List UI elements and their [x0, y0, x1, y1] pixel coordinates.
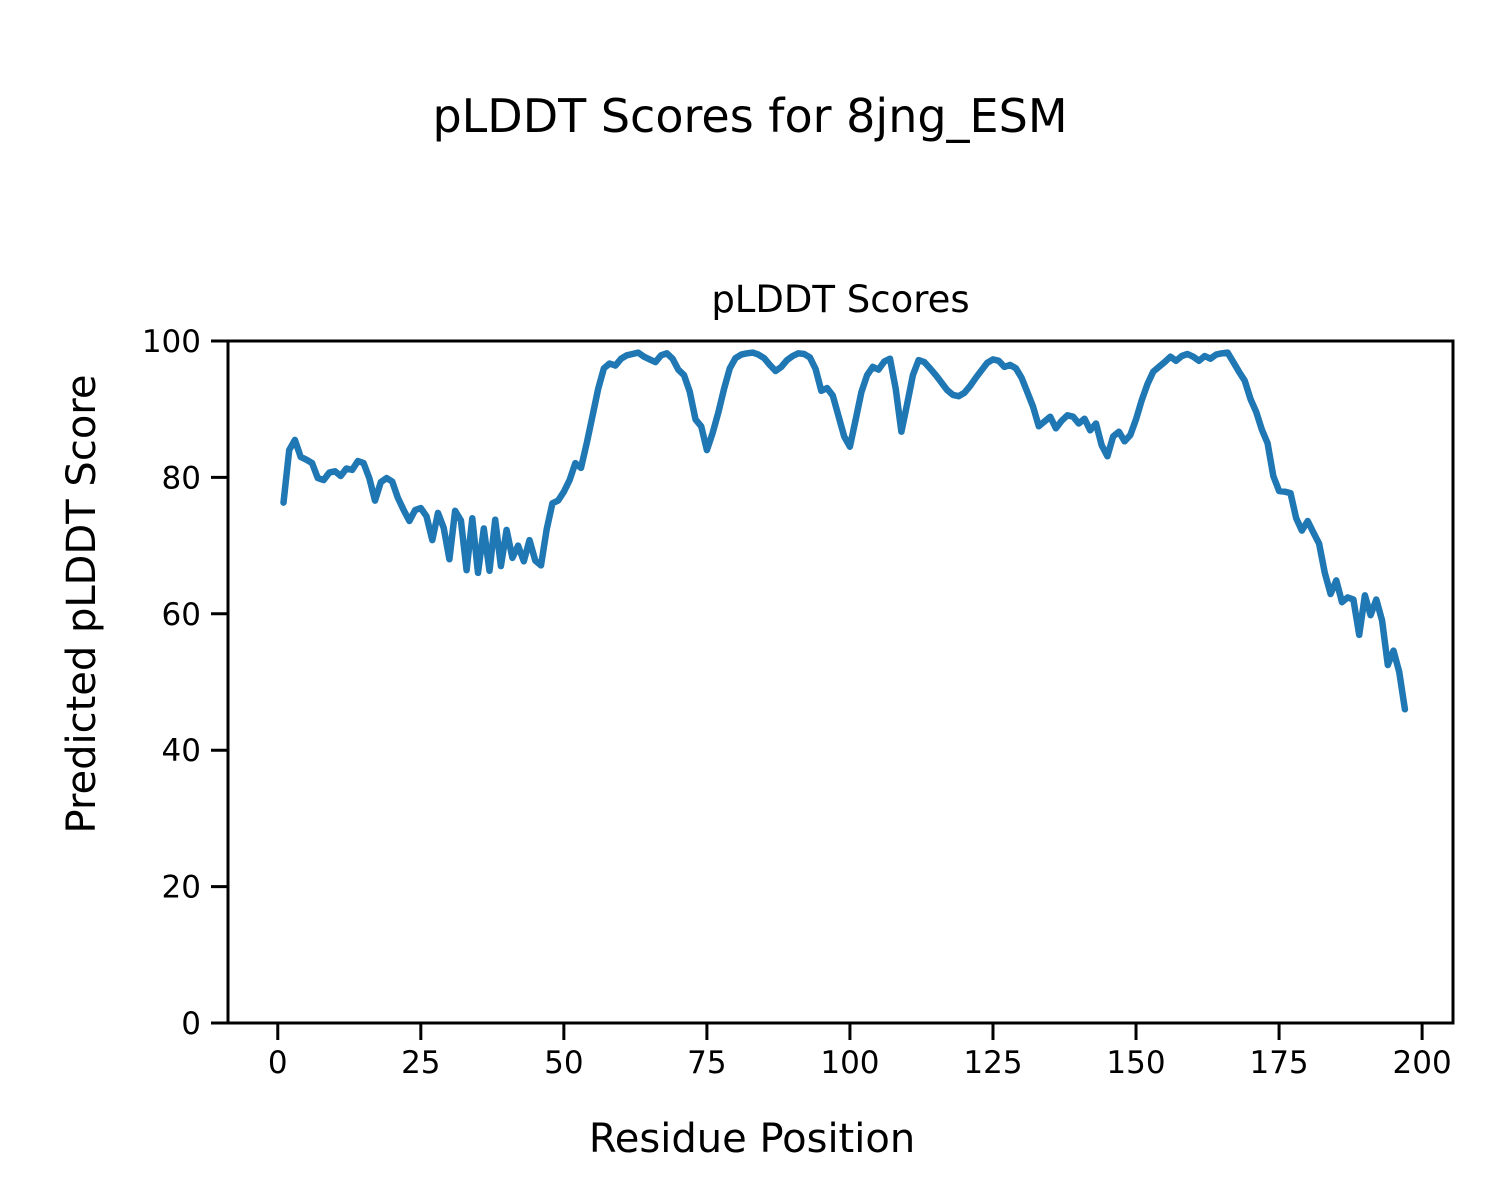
- axes-spines: [226, 339, 1455, 1025]
- figure-title: pLDDT Scores for 8jng_ESM: [432, 89, 1068, 143]
- x-tick-label: 0: [268, 1045, 288, 1081]
- y-tick-label: 60: [162, 597, 201, 633]
- y-tick-label: 40: [162, 733, 201, 769]
- y-axis-label: Predicted pLDDT Score: [59, 374, 105, 834]
- y-tick-label: 80: [162, 460, 201, 496]
- y-tick-label: 20: [162, 870, 201, 906]
- x-tick-label: 125: [963, 1045, 1022, 1081]
- y-tick-label: 0: [181, 1006, 201, 1042]
- x-tick-label: 200: [1393, 1045, 1452, 1081]
- x-axis-label: Residue Position: [588, 1116, 916, 1162]
- x-tick-label: 150: [1106, 1045, 1165, 1081]
- x-tick-label: 75: [687, 1045, 726, 1081]
- x-tick-label: 100: [820, 1045, 879, 1081]
- y-tick-label: 100: [142, 324, 201, 360]
- x-tick-label: 50: [544, 1045, 583, 1081]
- x-tick-label: 175: [1249, 1045, 1308, 1081]
- x-tick-label: 25: [401, 1045, 440, 1081]
- plddt-line: [280, 349, 1409, 713]
- axes-title: pLDDT Scores: [711, 278, 970, 321]
